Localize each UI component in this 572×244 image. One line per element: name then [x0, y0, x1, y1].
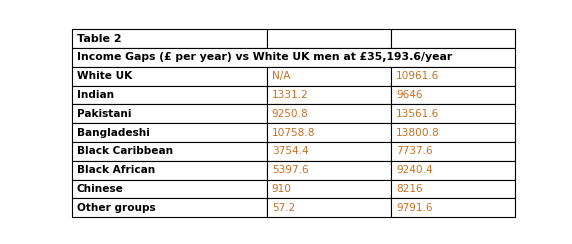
Text: 10758.8: 10758.8	[272, 128, 315, 138]
Bar	[391, 198, 515, 217]
Text: Black Caribbean: Black Caribbean	[77, 146, 173, 156]
Text: 7737.6: 7737.6	[396, 146, 432, 156]
Bar	[267, 142, 391, 161]
Bar	[72, 48, 515, 67]
Text: 9250.8: 9250.8	[272, 109, 309, 119]
Text: 8216: 8216	[396, 184, 423, 194]
Text: Pakistani: Pakistani	[77, 109, 132, 119]
Bar	[72, 29, 267, 48]
Bar	[391, 104, 515, 123]
Text: 13561.6: 13561.6	[396, 109, 439, 119]
Bar	[72, 104, 267, 123]
Text: 9791.6: 9791.6	[396, 203, 432, 213]
Text: Indian: Indian	[77, 90, 114, 100]
Text: Other groups: Other groups	[77, 203, 156, 213]
Bar	[72, 142, 267, 161]
Text: Bangladeshi: Bangladeshi	[77, 128, 150, 138]
Text: 10961.6: 10961.6	[396, 71, 439, 81]
Bar	[72, 86, 267, 104]
Text: 910: 910	[272, 184, 292, 194]
Bar	[267, 86, 391, 104]
Bar	[267, 29, 391, 48]
Bar	[72, 198, 267, 217]
Bar	[391, 29, 515, 48]
Bar	[267, 180, 391, 198]
Bar	[267, 67, 391, 86]
Bar	[391, 142, 515, 161]
Text: 57.2: 57.2	[272, 203, 295, 213]
Bar	[72, 123, 267, 142]
Text: 13800.8: 13800.8	[396, 128, 440, 138]
Bar	[391, 123, 515, 142]
Text: 5397.6: 5397.6	[272, 165, 308, 175]
Bar	[72, 161, 267, 180]
Text: 9646: 9646	[396, 90, 423, 100]
Bar	[267, 161, 391, 180]
Text: Income Gaps (£ per year) vs White UK men at £35,193.6/year: Income Gaps (£ per year) vs White UK men…	[77, 52, 452, 62]
Bar	[267, 104, 391, 123]
Text: 3754.4: 3754.4	[272, 146, 308, 156]
Text: White UK: White UK	[77, 71, 132, 81]
Bar	[391, 86, 515, 104]
Bar	[267, 123, 391, 142]
Bar	[391, 67, 515, 86]
Text: N/A: N/A	[272, 71, 290, 81]
Bar	[267, 198, 391, 217]
Text: Black African: Black African	[77, 165, 155, 175]
Bar	[72, 180, 267, 198]
Text: Chinese: Chinese	[77, 184, 124, 194]
Text: 9240.4: 9240.4	[396, 165, 432, 175]
Bar	[391, 161, 515, 180]
Bar	[391, 180, 515, 198]
Bar	[72, 67, 267, 86]
Text: Table 2: Table 2	[77, 34, 121, 44]
Text: 1331.2: 1331.2	[272, 90, 309, 100]
